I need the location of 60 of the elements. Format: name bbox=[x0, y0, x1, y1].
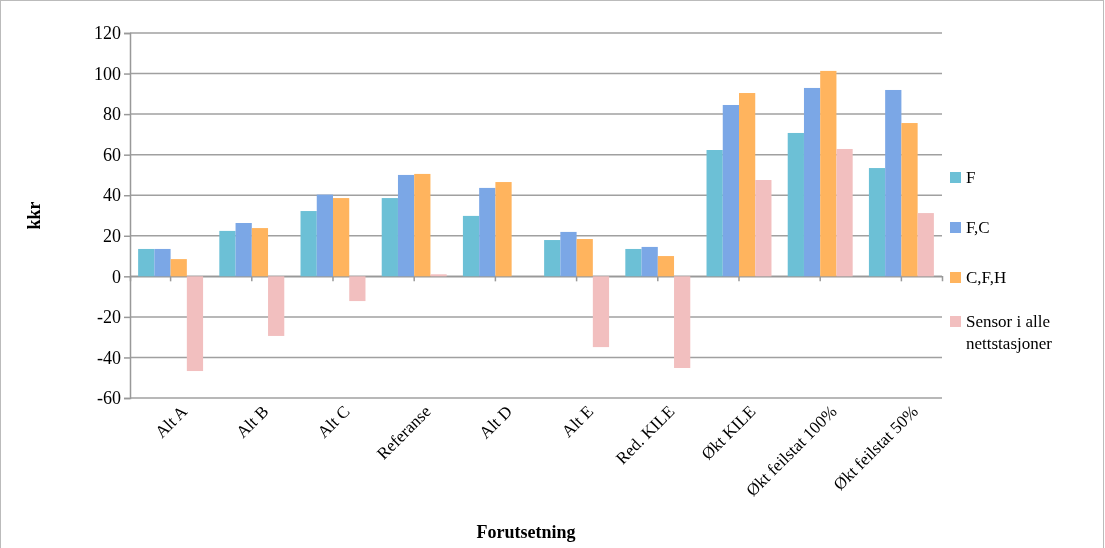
y-tick-label: -20 bbox=[97, 307, 121, 328]
bar bbox=[868, 168, 886, 277]
bar bbox=[333, 198, 350, 277]
bar bbox=[349, 276, 366, 302]
bar bbox=[901, 123, 918, 277]
bar bbox=[885, 89, 902, 277]
y-tick-label: 80 bbox=[103, 104, 121, 125]
y-tick-label: 40 bbox=[103, 185, 121, 206]
bar bbox=[787, 132, 804, 277]
bar bbox=[641, 246, 658, 277]
bar bbox=[397, 174, 415, 277]
bar bbox=[592, 276, 610, 348]
bar bbox=[268, 276, 285, 336]
bar bbox=[674, 276, 691, 368]
x-tick-label: Alt C bbox=[313, 401, 354, 442]
legend-label: F bbox=[966, 168, 976, 187]
bar bbox=[219, 230, 236, 277]
bar bbox=[186, 276, 204, 372]
bar bbox=[170, 259, 187, 277]
bar bbox=[138, 248, 155, 277]
legend-label: Sensor i alle nettstasjoner bbox=[966, 312, 1053, 353]
bar bbox=[479, 187, 496, 277]
x-tick-label: Alt D bbox=[475, 401, 516, 443]
bar bbox=[657, 256, 675, 277]
bar bbox=[300, 211, 317, 277]
bar bbox=[755, 180, 772, 277]
x-axis-title: Forutsetning bbox=[476, 522, 576, 542]
bar bbox=[722, 104, 739, 277]
x-tick-label: Alt A bbox=[151, 401, 192, 442]
bar bbox=[154, 248, 171, 277]
bar bbox=[381, 198, 398, 277]
bar bbox=[739, 93, 756, 277]
x-tick-label: Alt B bbox=[232, 401, 273, 442]
bar bbox=[917, 213, 934, 277]
bar bbox=[576, 239, 593, 277]
bar bbox=[560, 231, 577, 277]
bar bbox=[625, 248, 642, 277]
bar bbox=[235, 223, 252, 277]
y-tick-label: 20 bbox=[103, 226, 121, 247]
bar bbox=[430, 274, 447, 277]
y-tick-label: 60 bbox=[103, 144, 121, 165]
y-tick-label: 120 bbox=[94, 23, 121, 44]
y-tick-label: 100 bbox=[94, 63, 121, 84]
y-tick-label: -60 bbox=[97, 388, 121, 409]
y-axis-title: kkr bbox=[24, 201, 44, 230]
bar bbox=[836, 148, 853, 277]
y-tick-label: -40 bbox=[97, 347, 121, 368]
y-tick-label: 0 bbox=[112, 266, 121, 287]
bar bbox=[544, 240, 561, 277]
legend-label: C,F,H bbox=[966, 268, 1007, 287]
bar bbox=[820, 70, 837, 277]
bar bbox=[495, 182, 512, 277]
bar bbox=[803, 87, 821, 277]
x-tick-label: Alt E bbox=[557, 401, 598, 441]
bar bbox=[251, 228, 269, 277]
bar bbox=[462, 215, 480, 277]
bar bbox=[414, 173, 431, 277]
bar bbox=[706, 150, 723, 277]
bar bbox=[316, 194, 333, 277]
legend-label: F,C bbox=[966, 218, 990, 237]
